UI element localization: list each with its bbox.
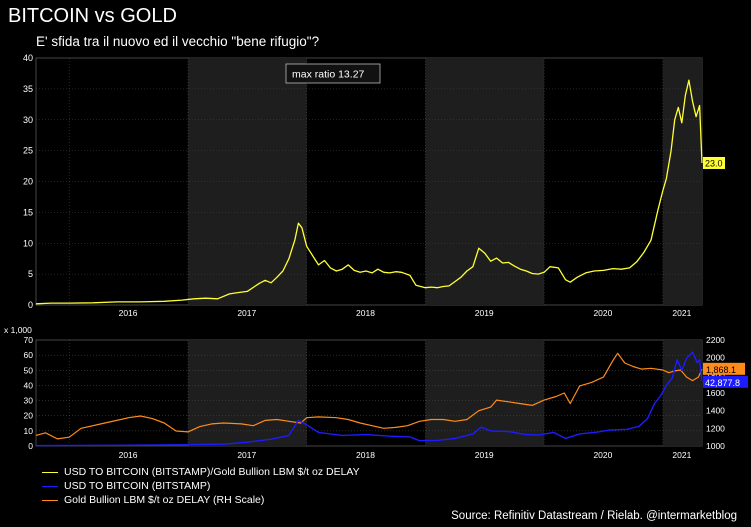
series-line-ratio xyxy=(35,79,703,305)
panel1-xtick-label: 2020 xyxy=(593,308,612,318)
legend-item-ratio: USD TO BITCOIN (BITSTAMP)/Gold Bullion L… xyxy=(42,466,360,478)
legend-label-ratio: USD TO BITCOIN (BITSTAMP)/Gold Bullion L… xyxy=(64,466,360,478)
panel2-frame xyxy=(35,339,703,447)
panel1-ytick-label: 25 xyxy=(23,146,33,156)
panel1-ytick-label: 5 xyxy=(28,269,33,279)
panel1-ytick-label: 15 xyxy=(23,207,33,217)
bitcoin-last-value-label: 42,877.8 xyxy=(705,378,740,388)
ratio-last-value-box xyxy=(703,156,725,169)
panel2-ytick-label-right: 1200 xyxy=(706,423,725,433)
legend-swatch-ratio xyxy=(42,471,58,473)
panel2-multiplier-label: x 1,000 xyxy=(4,325,32,335)
panel2-band-2017 xyxy=(187,340,307,446)
legend-swatch-gold xyxy=(42,499,58,501)
panel2-ytick-label-left: 20 xyxy=(24,411,34,421)
legend-item-bitcoin: USD TO BITCOIN (BITSTAMP) xyxy=(42,480,210,492)
panel2-ytick-label-left: 10 xyxy=(24,426,34,436)
panel2-xtick-label: 2016 xyxy=(119,450,138,460)
bitcoin-last-value-box xyxy=(703,375,748,388)
panel1-xtick-label: 2018 xyxy=(356,308,375,318)
panel1-band-2019 xyxy=(425,58,545,305)
panel2-xtick-label: 2021 xyxy=(672,450,691,460)
panel2-xtick-label: 2019 xyxy=(475,450,494,460)
panel2-ytick-label-left: 50 xyxy=(24,365,34,375)
panel2-ytick-label-left: 70 xyxy=(24,335,34,345)
panel2-ytick-label-right: 1800 xyxy=(706,370,725,380)
panel2-ytick-label-left: 0 xyxy=(28,441,33,451)
series-line-gold xyxy=(35,352,703,440)
panel2-ytick-label-right: 1000 xyxy=(706,441,725,451)
legend-label-gold: Gold Bullion LBM $/t oz DELAY (RH Scale) xyxy=(64,494,265,506)
panel1-xtick-label: 2019 xyxy=(475,308,494,318)
legend-item-gold: Gold Bullion LBM $/t oz DELAY (RH Scale) xyxy=(42,494,264,506)
panel1-ytick-label: 20 xyxy=(23,177,33,187)
ratio-last-value-label: 23.0 xyxy=(705,158,723,168)
gold-last-value-box xyxy=(703,362,745,375)
legend-swatch-bitcoin xyxy=(42,485,58,487)
panel1-ytick-label: 30 xyxy=(23,115,33,125)
annotation-label: max ratio 13.27 xyxy=(292,69,365,81)
panel1-ytick-label: 10 xyxy=(23,238,33,248)
panel1-ytick-label: 40 xyxy=(23,53,33,63)
panel2-ytick-label-right: 1600 xyxy=(706,388,725,398)
panel2-ytick-label-left: 40 xyxy=(24,380,34,390)
panel1-xtick-label: 2016 xyxy=(119,308,138,318)
panel2-band-2021 xyxy=(662,340,702,446)
panel2-ytick-label-right: 2200 xyxy=(706,335,725,345)
panel1-ytick-label: 0 xyxy=(28,300,33,310)
series-line-bitcoin xyxy=(35,351,703,447)
panel2-xtick-label: 2017 xyxy=(237,450,256,460)
panel1-ytick-label: 35 xyxy=(23,84,33,94)
panel2-band-2019 xyxy=(425,340,545,446)
panel1-xtick-label: 2017 xyxy=(237,308,256,318)
panel2-xtick-label: 2018 xyxy=(356,450,375,460)
panel2-ytick-label-right: 2000 xyxy=(706,353,725,363)
legend-label-bitcoin: USD TO BITCOIN (BITSTAMP) xyxy=(64,480,211,492)
panel2-ytick-label-left: 30 xyxy=(24,396,34,406)
chart-subtitle: E' sfida tra il nuovo ed il vecchio "ben… xyxy=(36,34,320,49)
source-note: Source: Refinitiv Datastream / Rielab. @… xyxy=(451,510,737,522)
panel2-xtick-label: 2020 xyxy=(593,450,612,460)
panel2-ytick-label-left: 60 xyxy=(24,350,34,360)
chart-title: BITCOIN vs GOLD xyxy=(8,5,177,27)
annotation-box xyxy=(285,63,381,84)
gold-last-value-label: 1,868.1 xyxy=(706,365,736,375)
panel1-xtick-label: 2021 xyxy=(672,308,691,318)
panel2-ytick-label-right: 1400 xyxy=(706,406,725,416)
